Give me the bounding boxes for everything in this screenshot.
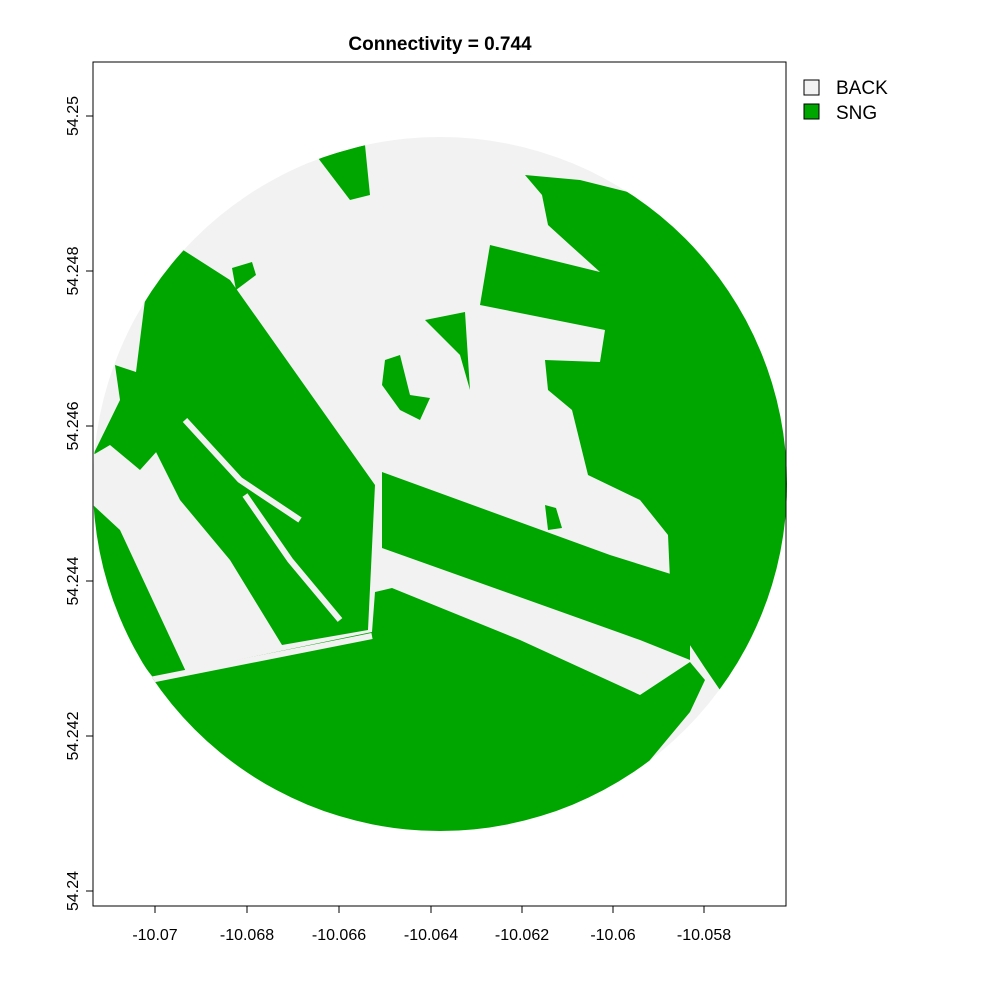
sng-patch-small-4 (545, 505, 562, 530)
y-tick-label: 54.248 (65, 246, 82, 295)
sng-patch-small-1 (425, 312, 470, 390)
sng-patch-east (480, 175, 787, 700)
x-axis: -10.07 -10.068 -10.066 -10.064 -10.062 -… (132, 906, 731, 944)
sng-patch-small-2 (382, 355, 430, 420)
sng-patch-small-3 (232, 262, 256, 290)
x-tick-label: -10.058 (677, 927, 731, 944)
sng-patch-west-small (93, 365, 185, 470)
x-tick-label: -10.062 (495, 927, 549, 944)
y-tick-label: 54.25 (65, 96, 82, 136)
x-tick-label: -10.07 (132, 927, 177, 944)
gap-line (182, 417, 302, 523)
sng-patch-west-strip (135, 248, 375, 645)
legend-label-sng: SNG (836, 103, 877, 124)
sng-patch-north (318, 145, 370, 200)
x-tick-label: -10.064 (404, 927, 458, 944)
legend-swatch-back (803, 79, 820, 96)
legend-swatch-sng (803, 103, 820, 120)
sng-patch-west-corner (93, 505, 188, 680)
plot-frame (92, 61, 787, 907)
y-tick-label: 54.244 (65, 556, 82, 605)
sng-patch-center-strip (382, 472, 690, 660)
background-gaps (149, 417, 373, 683)
y-axis: 54.24 54.242 54.244 54.246 54.248 54.25 (65, 96, 93, 911)
gap-line (149, 633, 373, 683)
map-title: Connectivity = 0.744 (348, 34, 532, 55)
x-tick-label: -10.068 (220, 927, 274, 944)
y-tick-label: 54.242 (65, 711, 82, 760)
x-tick-label: -10.066 (312, 927, 366, 944)
legend: BACK SNG (803, 78, 888, 124)
y-tick-label: 54.246 (65, 401, 82, 450)
x-tick-label: -10.06 (590, 927, 635, 944)
gap-line (242, 493, 343, 622)
y-tick-label: 54.24 (65, 871, 82, 911)
map-panel (92, 61, 787, 907)
legend-label-back: BACK (836, 78, 888, 99)
